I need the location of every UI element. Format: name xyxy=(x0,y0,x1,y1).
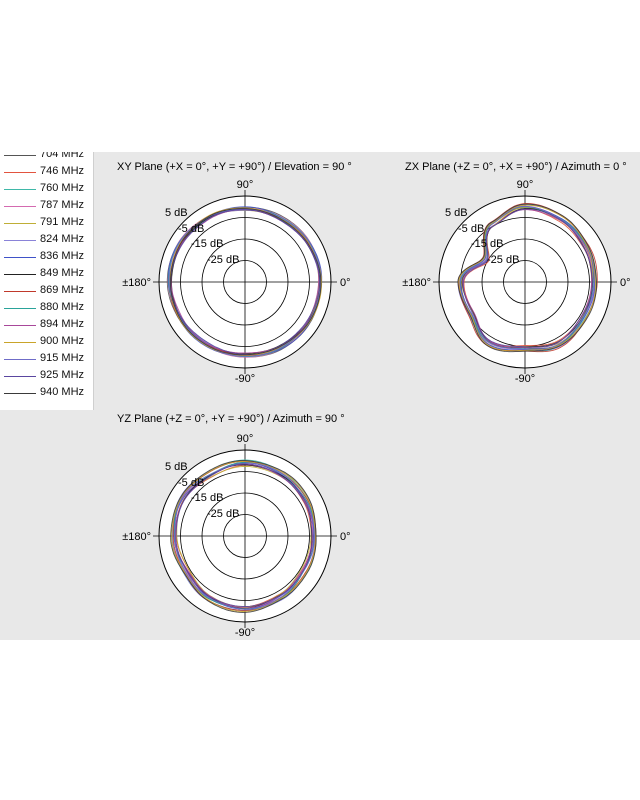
legend-item: 894 MHz xyxy=(0,317,93,334)
radial-label-5db: 5 dB xyxy=(165,461,188,473)
angle-label-180: ±180° xyxy=(122,277,151,289)
angle-label-0: 0° xyxy=(340,531,351,543)
legend-label: 894 MHz xyxy=(40,318,85,330)
legend-swatch xyxy=(4,223,36,224)
angle-label-0: 0° xyxy=(340,277,351,289)
radial-label-minus5db: -5 dB xyxy=(458,223,484,235)
legend-label: 900 MHz xyxy=(40,335,85,347)
legend-label: 849 MHz xyxy=(40,267,85,279)
legend: 704 MHz 746 MHz 760 MHz 787 MHz 791 MHz 824 M… xyxy=(0,152,94,410)
angle-label-minus90: -90° xyxy=(515,373,535,385)
legend-swatch xyxy=(4,325,36,326)
pattern-trace xyxy=(459,205,595,350)
legend-swatch xyxy=(4,359,36,360)
radial-label-5db: 5 dB xyxy=(165,207,188,219)
pattern-trace xyxy=(463,208,593,347)
plot-title: XY Plane (+X = 0°, +Y = +90°) / Elevatio… xyxy=(117,161,352,173)
angle-label-90: 90° xyxy=(237,433,254,445)
legend-swatch xyxy=(4,206,36,207)
radial-label-minus25db: -25 dB xyxy=(487,254,519,266)
pattern-trace xyxy=(170,460,317,613)
legend-label: 869 MHz xyxy=(40,284,85,296)
legend-swatch xyxy=(4,376,36,377)
legend-swatch xyxy=(4,155,36,156)
angle-label-minus90: -90° xyxy=(235,627,255,639)
legend-item: 915 MHz xyxy=(0,351,93,368)
legend-swatch xyxy=(4,342,36,343)
legend-label: 940 MHz xyxy=(40,386,85,398)
pattern-trace xyxy=(462,208,593,348)
legend-item: 900 MHz xyxy=(0,334,93,351)
legend-swatch xyxy=(4,308,36,309)
legend-swatch xyxy=(4,172,36,173)
radial-label-minus15db: -15 dB xyxy=(191,492,223,504)
legend-swatch xyxy=(4,189,36,190)
legend-item: 746 MHz xyxy=(0,164,93,181)
legend-label: 760 MHz xyxy=(40,182,85,194)
legend-label: 915 MHz xyxy=(40,352,85,364)
legend-item: 760 MHz xyxy=(0,181,93,198)
legend-label: 704 MHz xyxy=(40,152,85,160)
legend-label: 925 MHz xyxy=(40,369,85,381)
radial-label-minus15db: -15 dB xyxy=(471,238,503,250)
legend-item: 849 MHz xyxy=(0,266,93,283)
radial-label-minus5db: -5 dB xyxy=(178,477,204,489)
legend-label: 880 MHz xyxy=(40,301,85,313)
plot-title: YZ Plane (+Z = 0°, +Y = +90°) / Azimuth … xyxy=(117,413,345,425)
legend-label: 791 MHz xyxy=(40,216,85,228)
legend-item: 880 MHz xyxy=(0,300,93,317)
pattern-trace xyxy=(169,208,322,356)
pattern-trace xyxy=(171,461,316,612)
angle-label-180: ±180° xyxy=(122,531,151,543)
legend-swatch xyxy=(4,393,36,394)
legend-item: 925 MHz xyxy=(0,368,93,385)
radial-label-minus25db: -25 dB xyxy=(207,254,239,266)
radial-label-minus5db: -5 dB xyxy=(178,223,204,235)
legend-label: 746 MHz xyxy=(40,165,85,177)
pattern-trace xyxy=(457,203,597,353)
legend-item: 704 MHz xyxy=(0,152,93,164)
angle-label-180: ±180° xyxy=(402,277,431,289)
angle-label-minus90: -90° xyxy=(235,373,255,385)
legend-item: 787 MHz xyxy=(0,198,93,215)
legend-label: 824 MHz xyxy=(40,233,85,245)
legend-swatch xyxy=(4,257,36,258)
angle-label-0: 0° xyxy=(620,277,631,289)
angle-label-90: 90° xyxy=(237,179,254,191)
radial-label-minus25db: -25 dB xyxy=(207,508,239,520)
pattern-trace xyxy=(174,462,315,610)
radial-label-minus15db: -15 dB xyxy=(191,238,223,250)
plot-title: ZX Plane (+Z = 0°, +X = +90°) / Azimuth … xyxy=(405,161,627,173)
legend-label: 836 MHz xyxy=(40,250,85,262)
pattern-trace xyxy=(458,204,596,352)
pattern-trace xyxy=(175,463,313,607)
legend-label: 787 MHz xyxy=(40,199,85,211)
pattern-trace xyxy=(168,208,322,357)
legend-item: 940 MHz xyxy=(0,385,93,402)
legend-item: 836 MHz xyxy=(0,249,93,266)
legend-item: 791 MHz xyxy=(0,215,93,232)
legend-swatch xyxy=(4,274,36,275)
legend-swatch xyxy=(4,240,36,241)
legend-swatch xyxy=(4,291,36,292)
radial-label-5db: 5 dB xyxy=(445,207,468,219)
legend-item: 824 MHz xyxy=(0,232,93,249)
angle-label-90: 90° xyxy=(517,179,534,191)
legend-item: 869 MHz xyxy=(0,283,93,300)
